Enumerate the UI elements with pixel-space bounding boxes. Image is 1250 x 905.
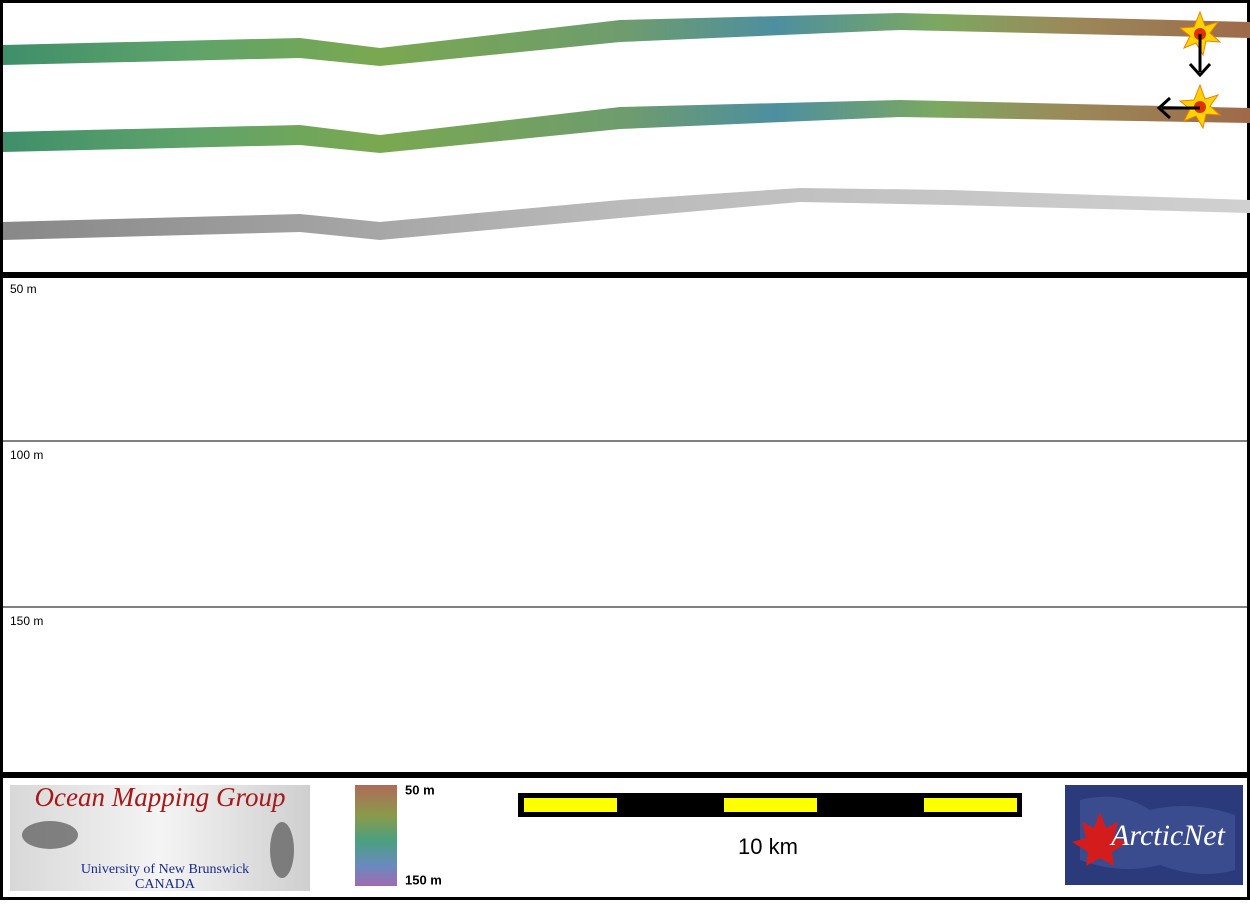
depth-label: 100 m bbox=[10, 448, 43, 462]
bathymetry-strip bbox=[3, 13, 1250, 66]
depth-label: 50 m bbox=[10, 282, 37, 296]
separator bbox=[0, 272, 1250, 278]
color-scale bbox=[355, 785, 397, 886]
scale-bar bbox=[518, 793, 1022, 817]
arcticnet-logo: ArcticNet bbox=[1065, 785, 1243, 885]
logo-country: CANADA bbox=[135, 877, 196, 892]
position-marker bbox=[1178, 10, 1222, 78]
logo-title: Ocean Mapping Group bbox=[35, 782, 286, 812]
depth-label: 150 m bbox=[10, 614, 43, 628]
bathymetry-strip bbox=[3, 100, 1250, 153]
separator bbox=[0, 772, 1250, 778]
ocean-mapping-logo: Ocean Mapping Group University of New Br… bbox=[10, 782, 310, 892]
scale-bar-label: 10 km bbox=[738, 834, 798, 859]
color-scale-label: 150 m bbox=[405, 872, 442, 887]
position-marker bbox=[1156, 83, 1222, 130]
color-scale-label: 50 m bbox=[405, 782, 435, 797]
backscatter-strip bbox=[3, 188, 1250, 240]
logo-subtitle: University of New Brunswick bbox=[81, 862, 249, 877]
logo-title: ArcticNet bbox=[1109, 819, 1226, 852]
